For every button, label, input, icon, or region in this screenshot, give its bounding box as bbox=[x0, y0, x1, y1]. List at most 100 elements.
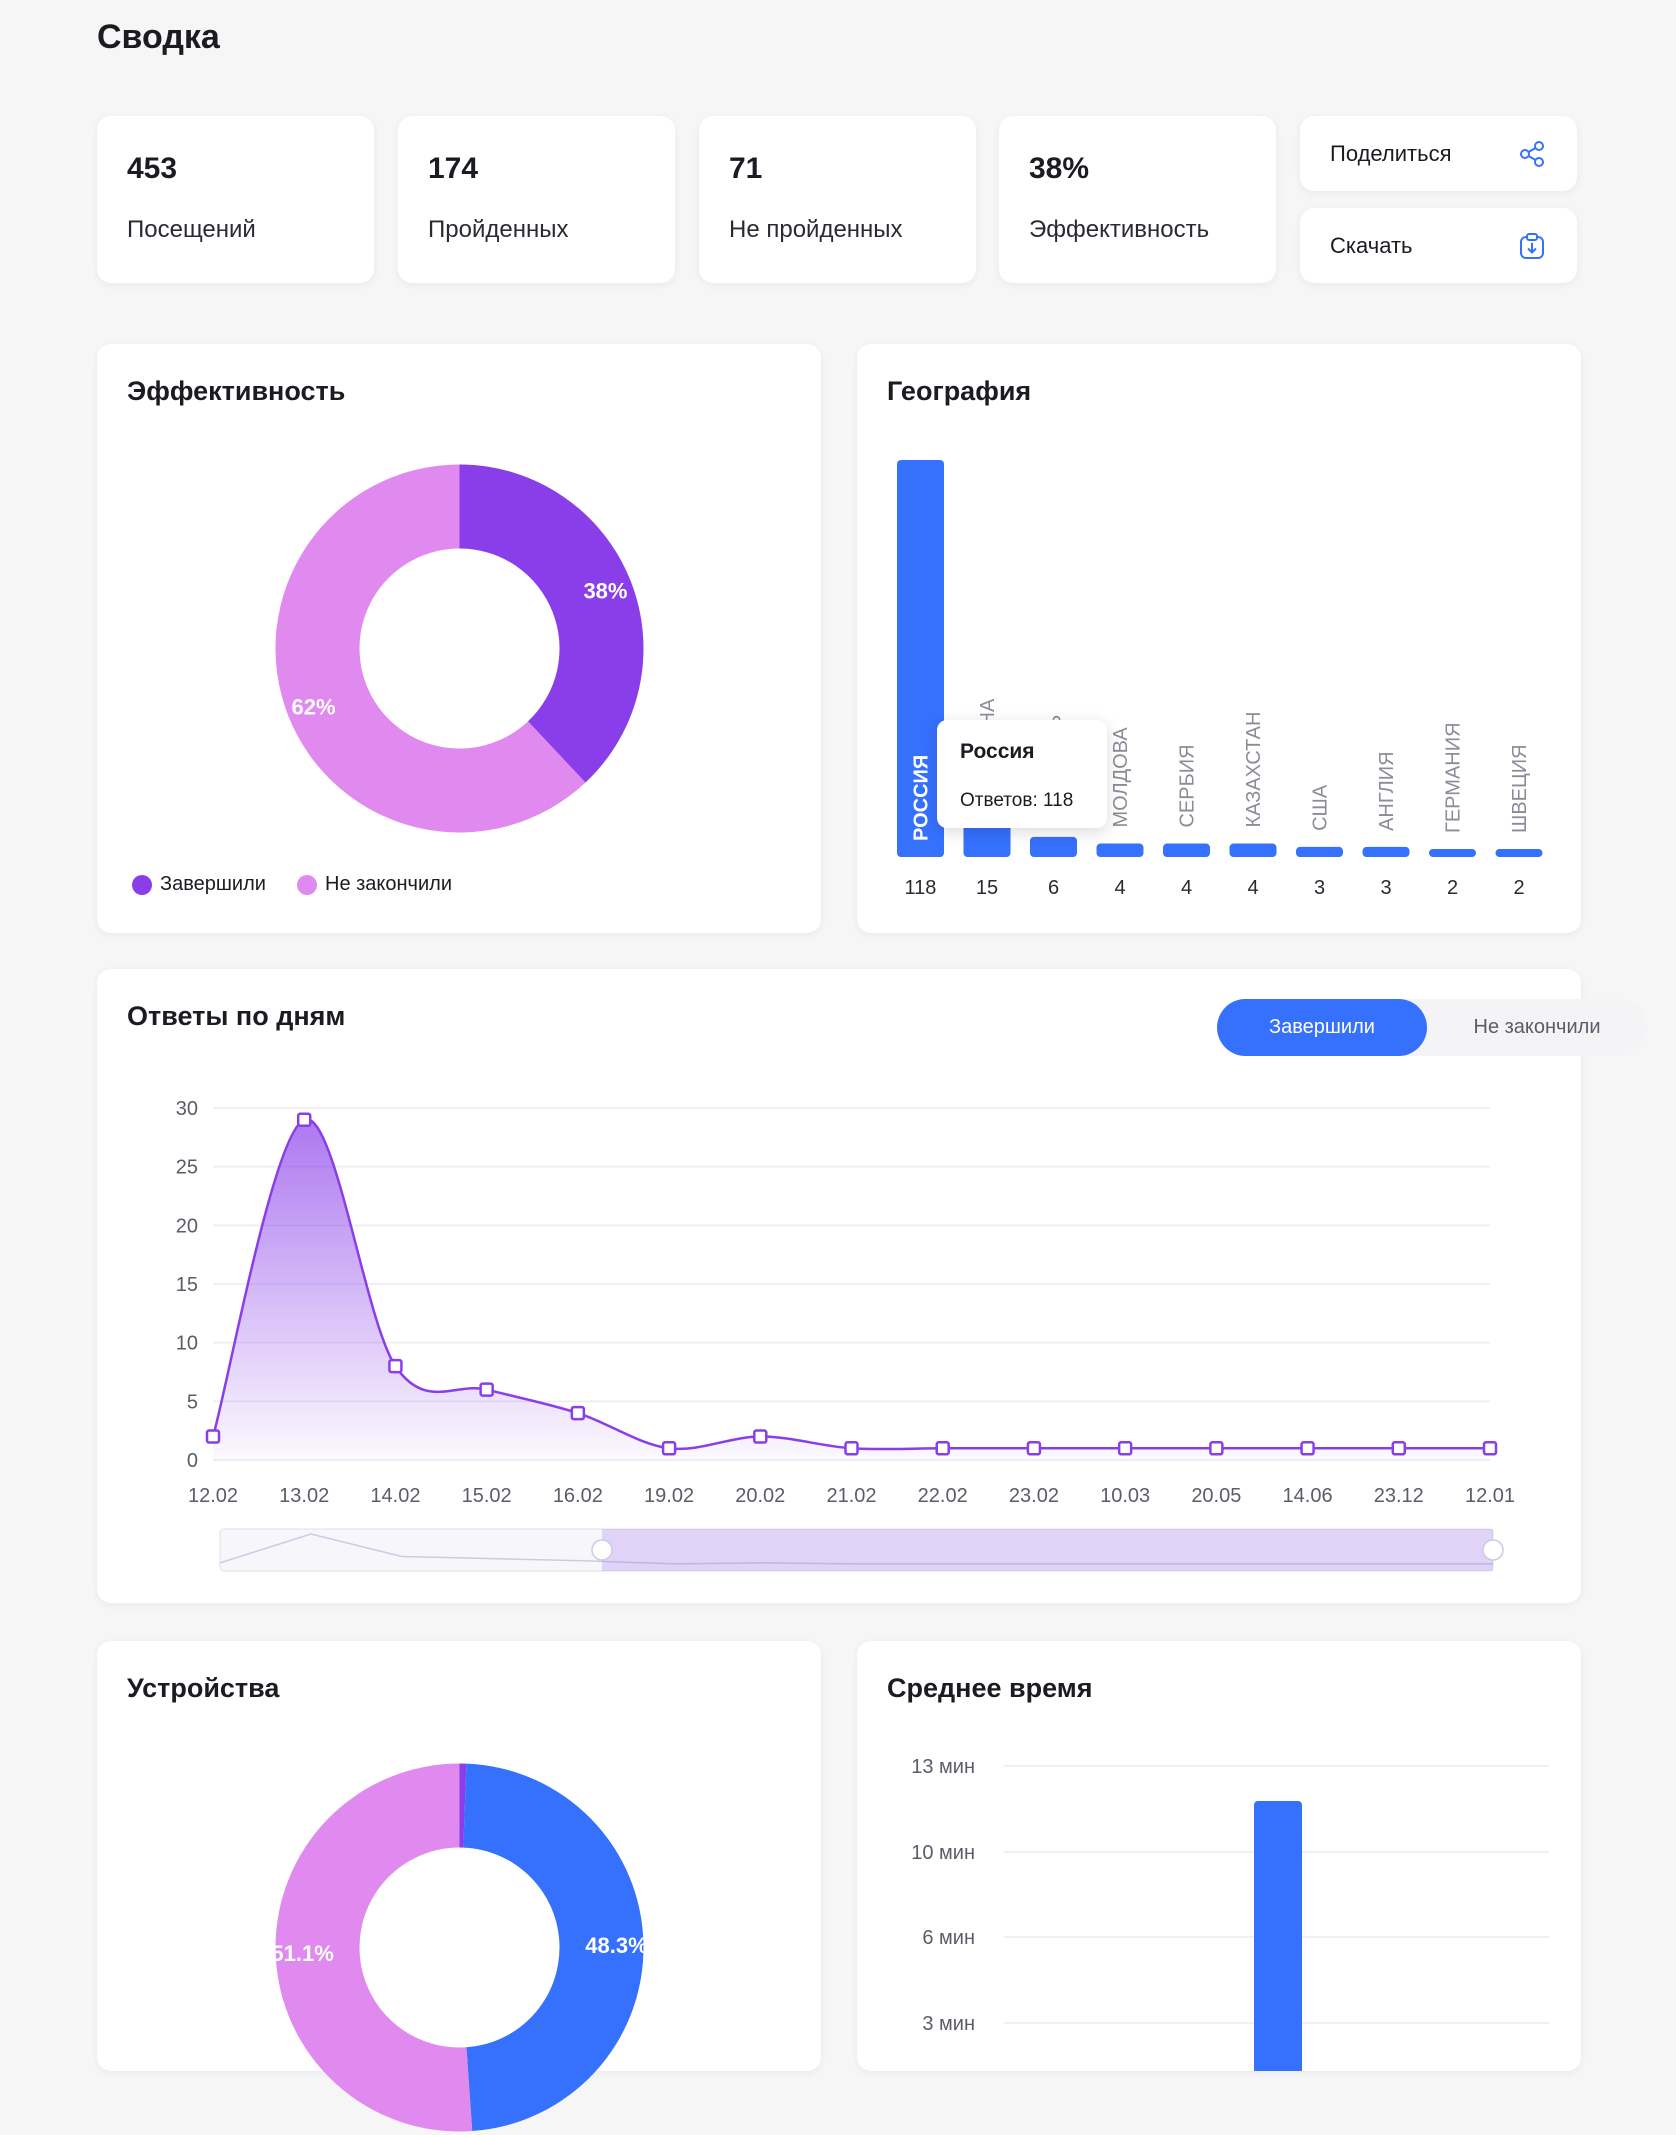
geo-bar[interactable] bbox=[1030, 836, 1077, 857]
geo-bar[interactable] bbox=[1429, 849, 1476, 857]
efficiency-slice-1[interactable] bbox=[275, 464, 586, 833]
geo-bar-value: 4 bbox=[1181, 877, 1192, 899]
data-point[interactable] bbox=[1300, 1441, 1315, 1456]
stat-value: 71 bbox=[729, 152, 763, 185]
share-button[interactable]: Поделиться bbox=[1300, 116, 1577, 191]
y-tick-label: 10 мин bbox=[911, 1842, 975, 1864]
stat-label: Пройденных bbox=[428, 216, 569, 243]
data-point[interactable] bbox=[1026, 1441, 1042, 1456]
download-button[interactable]: Скачать bbox=[1300, 208, 1577, 283]
data-point[interactable] bbox=[661, 1441, 677, 1456]
geo-bar[interactable] bbox=[1096, 843, 1144, 857]
daily-answers-title: Ответы по дням bbox=[127, 1001, 346, 1031]
geo-bar-label: КАЗАХСТАН bbox=[1243, 712, 1265, 828]
x-tick-label: 14.06 bbox=[1283, 1485, 1333, 1507]
tab-not-finished[interactable]: Не закончили bbox=[1473, 1016, 1601, 1038]
x-tick-label: 10.03 bbox=[1100, 1485, 1150, 1507]
area-fill bbox=[213, 1119, 1490, 1460]
x-tick-label: 23.02 bbox=[1009, 1485, 1059, 1507]
range-slider-preview bbox=[219, 1533, 1493, 1565]
avg-time-bar[interactable] bbox=[1254, 1801, 1302, 2071]
range-slider-handle[interactable] bbox=[591, 1539, 613, 1561]
download-button-label: Скачать bbox=[1330, 232, 1413, 258]
data-point[interactable] bbox=[753, 1429, 768, 1444]
page-title: Сводка bbox=[97, 18, 220, 56]
geo-bar-label: РОССИЯ bbox=[911, 755, 933, 841]
data-point[interactable] bbox=[570, 1405, 586, 1421]
data-point[interactable] bbox=[844, 1441, 859, 1456]
stat-label: Посещений bbox=[127, 216, 256, 243]
tooltip-title: Россия bbox=[960, 740, 1035, 763]
geo-bar-label: ШВЕЦИЯ bbox=[1509, 744, 1531, 833]
stat-card-not-passed: 71 Не пройденных bbox=[699, 116, 976, 283]
devices-slice-0[interactable] bbox=[459, 1763, 467, 1848]
devices-donut-chart: 48.3% 51.1% bbox=[272, 1763, 647, 2132]
legend-completed[interactable]: Завершили bbox=[132, 873, 266, 896]
geo-bar-label: СЕРБИЯ bbox=[1177, 744, 1199, 827]
x-tick-label: 13.02 bbox=[279, 1485, 329, 1507]
data-point[interactable] bbox=[388, 1358, 403, 1374]
geo-bar[interactable] bbox=[897, 460, 944, 857]
devices-slice-1[interactable] bbox=[463, 1763, 644, 2132]
share-icon bbox=[1520, 140, 1544, 167]
geography-bar-chart: 118РОССИЯ15УКРАИНА6БЕЛАРУСЬ4МОЛДОВА4СЕРБ… bbox=[897, 460, 1543, 899]
avg-time-card: Среднее время 13 мин 10 мин 6 мин 3 мин bbox=[857, 1641, 1581, 2071]
geo-bar-label: США bbox=[1310, 784, 1332, 831]
geo-bar[interactable] bbox=[1229, 843, 1277, 857]
legend-swatch bbox=[297, 874, 317, 895]
geo-bar-label: АНГЛИЯ bbox=[1376, 751, 1398, 830]
geo-bar-value: 3 bbox=[1314, 877, 1325, 899]
efficiency-title: Эффективность bbox=[127, 376, 346, 406]
data-point[interactable] bbox=[205, 1429, 221, 1444]
geo-bar-label: ГЕРМАНИЯ bbox=[1443, 722, 1465, 833]
stat-card-efficiency: 38% Эффективность bbox=[999, 116, 1276, 283]
x-tick-label: 12.02 bbox=[188, 1485, 238, 1507]
stat-value: 453 bbox=[127, 152, 178, 185]
legend-not-finished[interactable]: Не закончили bbox=[297, 873, 452, 896]
geo-bar-value: 4 bbox=[1247, 877, 1258, 899]
data-point[interactable] bbox=[1209, 1441, 1224, 1456]
range-slider-handle[interactable] bbox=[1482, 1539, 1504, 1561]
data-point[interactable] bbox=[296, 1112, 312, 1127]
data-point[interactable] bbox=[935, 1441, 950, 1456]
geography-tooltip: Россия Ответов: 118 bbox=[937, 720, 1107, 828]
y-tick-label: 6 мин bbox=[922, 1927, 975, 1949]
geo-bar[interactable] bbox=[1163, 843, 1210, 857]
data-point[interactable] bbox=[479, 1382, 494, 1397]
x-tick-label: 15.02 bbox=[462, 1485, 512, 1507]
devices-slice-2[interactable] bbox=[275, 1763, 473, 2132]
y-tick-label: 5 bbox=[187, 1391, 198, 1413]
y-tick-label: 13 мин bbox=[911, 1756, 975, 1778]
y-tick-label: 15 bbox=[176, 1274, 198, 1296]
efficiency-donut-chart: 38% 62% bbox=[275, 464, 644, 833]
x-tick-label: 14.02 bbox=[370, 1485, 420, 1507]
y-tick-label: 20 bbox=[176, 1215, 198, 1237]
data-point[interactable] bbox=[1117, 1441, 1133, 1456]
series-line bbox=[211, 1118, 1490, 1451]
download-icon bbox=[1520, 232, 1544, 259]
x-tick-label: 21.02 bbox=[826, 1485, 876, 1507]
legend-label: Не закончили bbox=[325, 873, 452, 895]
range-slider-selection[interactable] bbox=[602, 1529, 1493, 1571]
x-tick-label: 22.02 bbox=[918, 1485, 968, 1507]
geo-bar[interactable] bbox=[1495, 849, 1543, 857]
tooltip-text: Ответов: 118 bbox=[960, 790, 1074, 811]
devices-slice-label: 51.1% bbox=[272, 1941, 334, 1966]
data-point[interactable] bbox=[1391, 1441, 1407, 1456]
y-tick-label: 3 мин bbox=[922, 2013, 975, 2035]
stat-value: 38% bbox=[1029, 152, 1090, 185]
avg-time-bar-chart: 13 мин 10 мин 6 мин 3 мин bbox=[911, 1756, 1549, 2071]
stat-label: Эффективность bbox=[1029, 216, 1210, 243]
data-point[interactable] bbox=[1482, 1441, 1498, 1456]
geo-bar-value: 15 bbox=[976, 877, 998, 899]
efficiency-slice-0[interactable] bbox=[459, 464, 644, 783]
avg-time-title: Среднее время bbox=[887, 1673, 1093, 1703]
geo-bar[interactable] bbox=[1296, 846, 1343, 857]
daily-answers-card: Ответы по дням Завершили Не закончили 0 5… bbox=[97, 969, 1647, 1603]
geo-bar[interactable] bbox=[1362, 846, 1410, 857]
y-tick-label: 25 bbox=[176, 1157, 198, 1179]
geo-bar-label: МОЛДОВА bbox=[1110, 727, 1132, 828]
legend-label: Завершили bbox=[160, 873, 266, 895]
y-tick-label: 10 bbox=[176, 1333, 198, 1355]
tab-completed[interactable]: Завершили bbox=[1217, 999, 1427, 1056]
